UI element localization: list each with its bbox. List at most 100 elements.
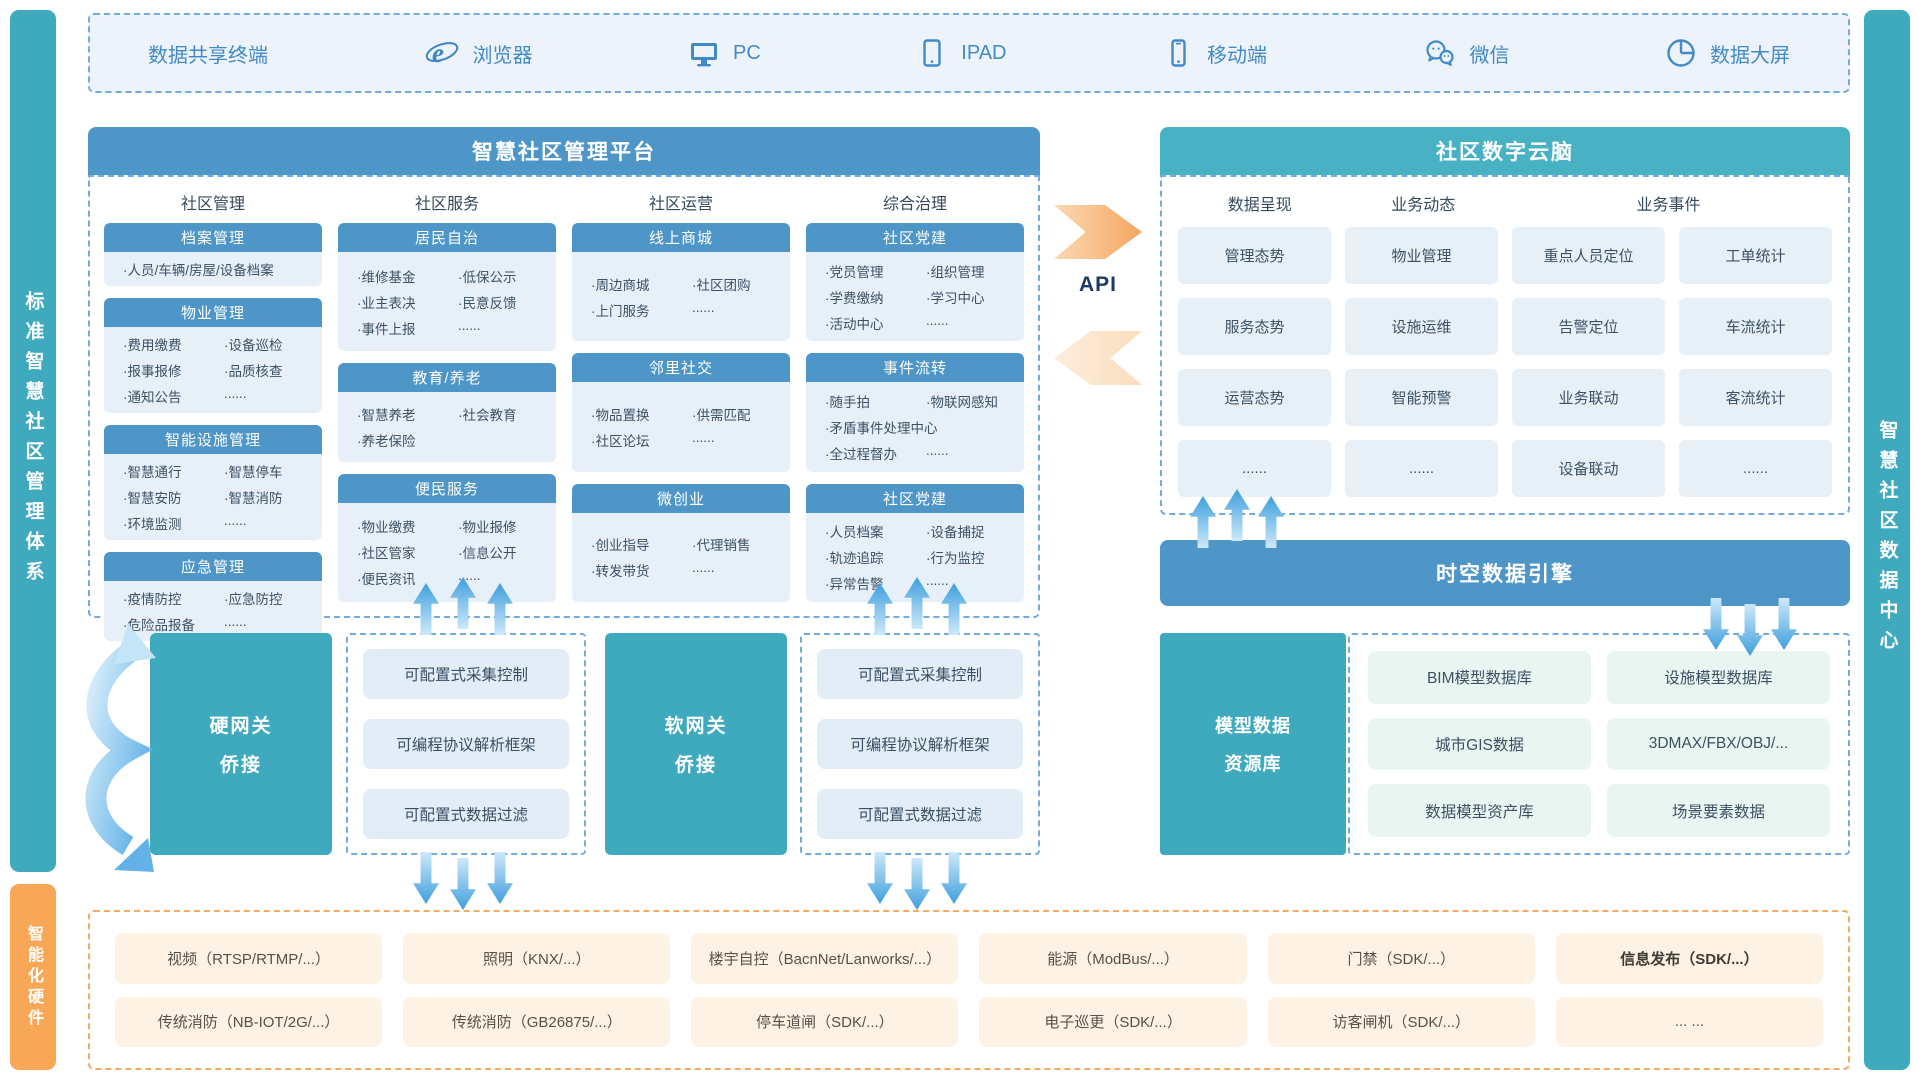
- model-repo-cell: 设施模型数据库: [1607, 651, 1830, 704]
- tablet-icon: [916, 37, 948, 69]
- platform-block-body: ·随手拍 ·物联网感知 ·矛盾事件处理中心 ·全过程督办......: [806, 382, 1024, 472]
- platform-block-item: ·组织管理: [926, 264, 985, 280]
- platform-block-header: 居民自治: [338, 223, 556, 252]
- platform-block-body: ·费用缴费 ·设备巡检 ·报事报修 ·品质核查 ·通知公告......: [104, 327, 322, 413]
- platform-block-row: ·矛盾事件处理中心: [814, 417, 1016, 437]
- gateway-feature-cell: 可配置式数据过滤: [363, 789, 569, 839]
- cloud-cell: 重点人员定位: [1512, 227, 1665, 284]
- cloud-cell: ......: [1178, 440, 1331, 497]
- api-connector: API: [1052, 205, 1144, 390]
- platform-block-row: ·疫情防控 ·应急防控: [112, 588, 314, 608]
- platform-block: 微创业 ·创业指导 ·代理销售 ·转发带货......: [572, 483, 790, 602]
- platform-block-item: ......: [692, 299, 715, 315]
- platform-block-row: ·智慧安防 ·智慧消防: [112, 487, 314, 507]
- platform-column: 综合治理 社区党建 ·党员管理 ·组织管理 ·学费缴纳 ·学习中心 ·活动中心...... 事…: [806, 185, 1024, 602]
- platform-block-item: ·费用缴费: [123, 338, 182, 353]
- platform-block-row: ·维修基金 ·低保公示: [346, 266, 548, 286]
- hardware-cell: 停车道闸（SDK/...）: [691, 996, 959, 1047]
- platform-block-header: 微创业: [572, 483, 790, 513]
- platform-block-item: ·智慧养老: [357, 408, 416, 423]
- platform-block-header: 物业管理: [104, 298, 322, 327]
- platform-block-row: ·社区论坛......: [580, 430, 782, 450]
- platform-block-item: ·民意反馈: [458, 295, 517, 311]
- platform-block-row: ·报事报修 ·品质核查: [112, 360, 314, 380]
- platform-block-row: ·创业指导 ·代理销售: [580, 534, 782, 554]
- hardware-cell: 视频（RTSP/RTMP/...）: [115, 933, 383, 984]
- cloud-cell: 服务态势: [1178, 298, 1331, 355]
- platform-column: 社区服务 居民自治 ·维修基金 ·低保公示 ·业主表决 ·民意反馈 ·事件上报...... 教…: [338, 185, 556, 602]
- platform-block-item: ·智慧消防: [224, 491, 283, 506]
- terminal-label: IPAD: [961, 41, 1007, 64]
- model-repo-line1: 模型数据: [1215, 716, 1291, 736]
- hardware-cell: 门禁（SDK/...）: [1267, 933, 1535, 984]
- hardware-cell: 能源（ModBus/...）: [979, 933, 1247, 984]
- platform-block-header: 邻里社交: [572, 353, 790, 383]
- cloud-cell: 车流统计: [1679, 298, 1832, 355]
- platform-block-header: 社区党建: [806, 483, 1024, 513]
- platform-column-blocks: 档案管理 ·人员/车辆/房屋/设备档案 物业管理 ·费用缴费 ·设备巡检 ·报事报修 ·品质…: [104, 223, 322, 641]
- platform-panel: 社区管理 档案管理 ·人员/车辆/房屋/设备档案 物业管理 ·费用缴费 ·设备巡检 ·报事报…: [88, 175, 1040, 641]
- platform-block: 居民自治 ·维修基金 ·低保公示 ·业主表决 ·民意反馈 ·事件上报......: [338, 223, 556, 352]
- platform-title-text: 智慧社区管理平台: [472, 141, 656, 164]
- hard-gateway-block: 硬网关 侨接: [150, 633, 332, 855]
- terminal-item: e 浏览器: [424, 36, 533, 70]
- down-arrow-icon: [450, 858, 476, 910]
- gateway-feature-cell: 可配置式采集控制: [817, 649, 1023, 699]
- platform-block-item: ·社区团购: [692, 277, 751, 293]
- ie-browser-icon: e: [424, 36, 460, 70]
- model-repo-cell: 数据模型资产库: [1368, 784, 1591, 837]
- sidebar-label: 智慧社区数据中心: [1876, 420, 1898, 660]
- down-arrow-icon: [413, 852, 439, 904]
- arrow-left-icon: [1054, 331, 1142, 385]
- platform-block: 社区党建 ·人员档案 ·设备捕捉 ·轨迹追踪 ·行为监控 ·异常告警......: [806, 483, 1024, 602]
- terminal-item: 数据共享终端: [148, 39, 268, 68]
- cloud-cell: 物业管理: [1345, 227, 1498, 284]
- platform-block-item: ·社会教育: [458, 408, 517, 423]
- platform-block-item: ·异常告警: [825, 577, 884, 593]
- model-repo-cell: 城市GIS数据: [1368, 717, 1591, 771]
- cloud-brain-group-headers: 数据呈现 业务动态 业务事件: [1178, 185, 1832, 227]
- platform-block-body: ·维修基金 ·低保公示 ·业主表决 ·民意反馈 ·事件上报......: [338, 252, 556, 352]
- platform-block-item: ......: [458, 317, 481, 333]
- terminal-label: 微信: [1469, 44, 1510, 67]
- soft-gateway-block: 软网关 侨接: [605, 633, 787, 855]
- cloud-cell: 工单统计: [1679, 227, 1832, 284]
- cloud-cell: 设施运维: [1345, 298, 1498, 355]
- platform-block: 教育/养老 ·智慧养老 ·社会教育 ·养老保险: [338, 363, 556, 462]
- down-arrow-icon: [941, 852, 967, 904]
- platform-block-item: ·轨迹追踪: [825, 551, 884, 567]
- pie-chart-icon: [1665, 37, 1697, 69]
- cloud-cell: ......: [1345, 440, 1498, 497]
- platform-block-item: ·上门服务: [591, 303, 650, 319]
- platform-block: 便民服务 ·物业缴费 ·物业报修 ·社区管家 ·信息公开 ·便民资讯......: [338, 473, 556, 602]
- soft-gateway-features: 可配置式采集控制 可编程协议解析框架 可配置式数据过滤: [800, 633, 1040, 855]
- terminal-label: 数据共享终端: [148, 44, 268, 67]
- s-curve-double-arrow-icon: [85, 624, 156, 872]
- platform-block-item: ·事件上报: [357, 321, 416, 337]
- platform-block-item: ·活动中心: [825, 316, 884, 332]
- spatiotemporal-engine-bar: 时空数据引擎: [1160, 540, 1850, 606]
- platform-block-item: ......: [926, 573, 949, 589]
- platform-block-item: ·设备捕捉: [926, 525, 985, 541]
- platform-block-row: ·便民资讯......: [346, 568, 548, 588]
- platform-block-item: ·创业指导: [591, 538, 650, 554]
- platform-block-row: ·智慧养老 ·社会教育: [346, 404, 548, 424]
- platform-block-item: ·人员档案: [825, 525, 884, 541]
- platform-block-item: ·学费缴纳: [825, 290, 884, 306]
- sidebar-standard-smart-community-system: 标准智慧社区管理体系: [10, 10, 56, 872]
- model-data-repo-panel: BIM模型数据库 设施模型数据库 城市GIS数据 3DMAX/FBX/OBJ/... 数…: [1348, 633, 1850, 855]
- platform-block-item: ·行为监控: [926, 551, 985, 567]
- platform-block-row: ·学费缴纳 ·学习中心: [814, 287, 1016, 307]
- platform-block-header: 智能设施管理: [104, 425, 322, 454]
- platform-block-row: ·随手拍 ·物联网感知: [814, 391, 1016, 411]
- platform-block-row: ·社区管家 ·信息公开: [346, 542, 548, 562]
- platform-column-title: 社区运营: [648, 196, 713, 213]
- platform-block-item: ·矛盾事件处理中心: [825, 420, 938, 436]
- platform-block-item: ·业主表决: [357, 295, 416, 311]
- hard-gateway-features: 可配置式采集控制 可编程协议解析框架 可配置式数据过滤: [346, 633, 586, 855]
- platform-block-row: ·危险品报备......: [112, 614, 314, 634]
- platform-block-item: ·全过程督办: [825, 446, 897, 462]
- terminal-label: PC: [733, 41, 761, 64]
- platform-column-blocks: 线上商城 ·周边商城 ·社区团购 ·上门服务...... 邻里社交 ·物品置换 ·供需匹配 ·…: [572, 223, 790, 602]
